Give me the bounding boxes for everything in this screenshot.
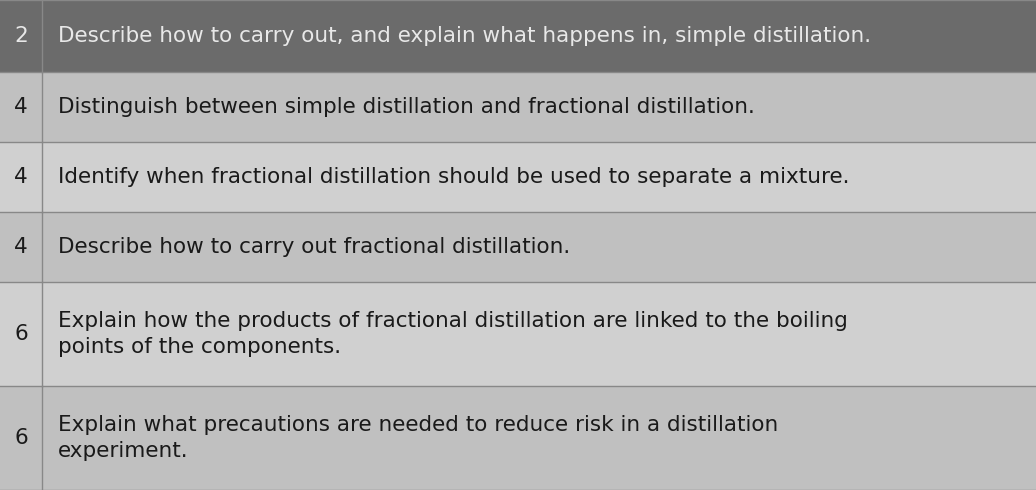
Text: Describe how to carry out, and explain what happens in, simple distillation.: Describe how to carry out, and explain w… [58,26,871,46]
Text: 4: 4 [15,167,28,187]
Bar [0,0,1036,72]
Text: Explain what precautions are needed to reduce risk in a distillation
experiment.: Explain what precautions are needed to r… [58,415,778,461]
Text: 6: 6 [15,428,28,448]
Bar [0,282,1036,386]
Bar [0,142,1036,212]
Bar [0,72,1036,142]
Text: 6: 6 [15,324,28,344]
Text: 4: 4 [15,97,28,117]
Text: Distinguish between simple distillation and fractional distillation.: Distinguish between simple distillation … [58,97,755,117]
Text: Describe how to carry out fractional distillation.: Describe how to carry out fractional dis… [58,237,570,257]
Text: Identify when fractional distillation should be used to separate a mixture.: Identify when fractional distillation sh… [58,167,850,187]
Bar [0,212,1036,282]
Text: 4: 4 [15,237,28,257]
Text: 2: 2 [15,26,28,46]
Bar [0,386,1036,490]
Text: Explain how the products of fractional distillation are linked to the boiling
po: Explain how the products of fractional d… [58,311,847,357]
